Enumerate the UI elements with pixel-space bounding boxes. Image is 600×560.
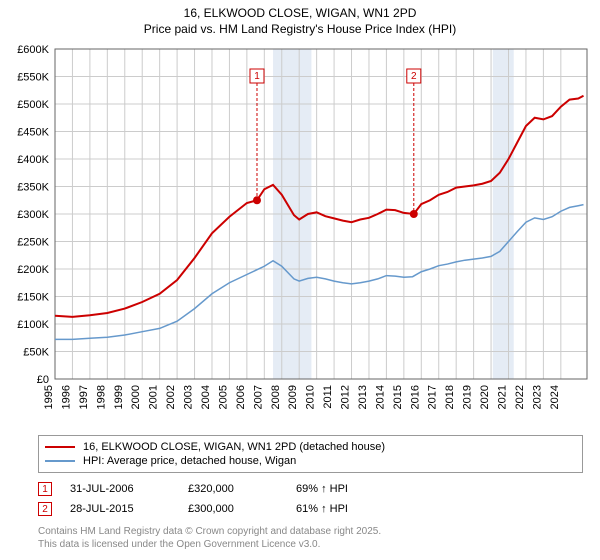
svg-text:£0: £0 — [37, 374, 49, 386]
legend-swatch-blue — [45, 460, 75, 462]
svg-text:2003: 2003 — [183, 385, 195, 409]
svg-text:2021: 2021 — [497, 385, 509, 409]
legend-label: HPI: Average price, detached house, Wiga… — [83, 455, 296, 467]
svg-text:2024: 2024 — [549, 385, 561, 409]
legend-item-property: 16, ELKWOOD CLOSE, WIGAN, WN1 2PD (detac… — [45, 440, 576, 454]
legend-swatch-red — [45, 446, 75, 448]
chart-svg: £0 £50K £100K £150K £200K £250K £300K £350K £400… — [5, 41, 595, 431]
svg-text:£350K: £350K — [17, 182, 49, 194]
legend-label: 16, ELKWOOD CLOSE, WIGAN, WN1 2PD (detac… — [83, 441, 385, 453]
svg-text:£150K: £150K — [17, 292, 49, 304]
title-address: 16, ELKWOOD CLOSE, WIGAN, WN1 2PD — [0, 6, 600, 22]
chart-area: £0 £50K £100K £150K £200K £250K £300K £350K £400… — [5, 41, 595, 431]
svg-text:2014: 2014 — [374, 385, 386, 409]
svg-text:£400K: £400K — [17, 154, 49, 166]
svg-text:1: 1 — [254, 71, 260, 82]
svg-text:2006: 2006 — [235, 385, 247, 409]
svg-text:2016: 2016 — [409, 385, 421, 409]
footer-copyright: Contains HM Land Registry data © Crown c… — [38, 525, 592, 538]
chart-title: 16, ELKWOOD CLOSE, WIGAN, WN1 2PD Price … — [0, 0, 600, 41]
svg-text:2004: 2004 — [200, 385, 212, 409]
sale-marker-icon: 2 — [38, 502, 52, 516]
svg-text:1997: 1997 — [78, 385, 90, 409]
legend: 16, ELKWOOD CLOSE, WIGAN, WN1 2PD (detac… — [38, 435, 583, 473]
sales-table: 1 31-JUL-2006 £320,000 69% ↑ HPI 2 28-JU… — [38, 479, 583, 519]
svg-text:£500K: £500K — [17, 99, 49, 111]
footer: Contains HM Land Registry data © Crown c… — [38, 525, 592, 551]
sale-row: 1 31-JUL-2006 £320,000 69% ↑ HPI — [38, 479, 583, 499]
sale-date: 28-JUL-2015 — [70, 503, 170, 515]
svg-text:2002: 2002 — [165, 385, 177, 409]
svg-text:£250K: £250K — [17, 237, 49, 249]
sale-marker-icon: 1 — [38, 482, 52, 496]
svg-text:2018: 2018 — [444, 385, 456, 409]
sale-price: £300,000 — [188, 503, 278, 515]
svg-text:2: 2 — [411, 71, 417, 82]
svg-text:2008: 2008 — [270, 385, 282, 409]
svg-text:1999: 1999 — [113, 385, 125, 409]
svg-text:2010: 2010 — [305, 385, 317, 409]
sale-hpi: 61% ↑ HPI — [296, 503, 583, 515]
svg-text:2019: 2019 — [462, 385, 474, 409]
svg-text:2012: 2012 — [340, 385, 352, 409]
sale-date: 31-JUL-2006 — [70, 483, 170, 495]
svg-text:2015: 2015 — [392, 385, 404, 409]
sale-row: 2 28-JUL-2015 £300,000 61% ↑ HPI — [38, 499, 583, 519]
svg-text:2009: 2009 — [287, 385, 299, 409]
svg-text:£300K: £300K — [17, 209, 49, 221]
svg-text:2000: 2000 — [130, 385, 142, 409]
svg-text:£600K: £600K — [17, 44, 49, 56]
svg-text:£200K: £200K — [17, 264, 49, 276]
svg-text:2011: 2011 — [322, 385, 334, 409]
svg-text:2023: 2023 — [531, 385, 543, 409]
svg-text:2013: 2013 — [357, 385, 369, 409]
svg-text:£450K: £450K — [17, 127, 49, 139]
svg-text:2017: 2017 — [427, 385, 439, 409]
title-subtitle: Price paid vs. HM Land Registry's House … — [0, 22, 600, 38]
svg-text:£100K: £100K — [17, 319, 49, 331]
sale-hpi: 69% ↑ HPI — [296, 483, 583, 495]
legend-item-hpi: HPI: Average price, detached house, Wiga… — [45, 454, 576, 468]
svg-text:2007: 2007 — [252, 385, 264, 409]
svg-text:2022: 2022 — [514, 385, 526, 409]
svg-text:2005: 2005 — [217, 385, 229, 409]
footer-licence: This data is licensed under the Open Gov… — [38, 538, 592, 551]
svg-text:2020: 2020 — [479, 385, 491, 409]
sale-price: £320,000 — [188, 483, 278, 495]
svg-text:1996: 1996 — [60, 385, 72, 409]
svg-text:£50K: £50K — [23, 347, 49, 359]
svg-text:1998: 1998 — [95, 385, 107, 409]
svg-text:2001: 2001 — [148, 385, 160, 409]
svg-text:1995: 1995 — [43, 385, 55, 409]
svg-text:£550K: £550K — [17, 72, 49, 84]
